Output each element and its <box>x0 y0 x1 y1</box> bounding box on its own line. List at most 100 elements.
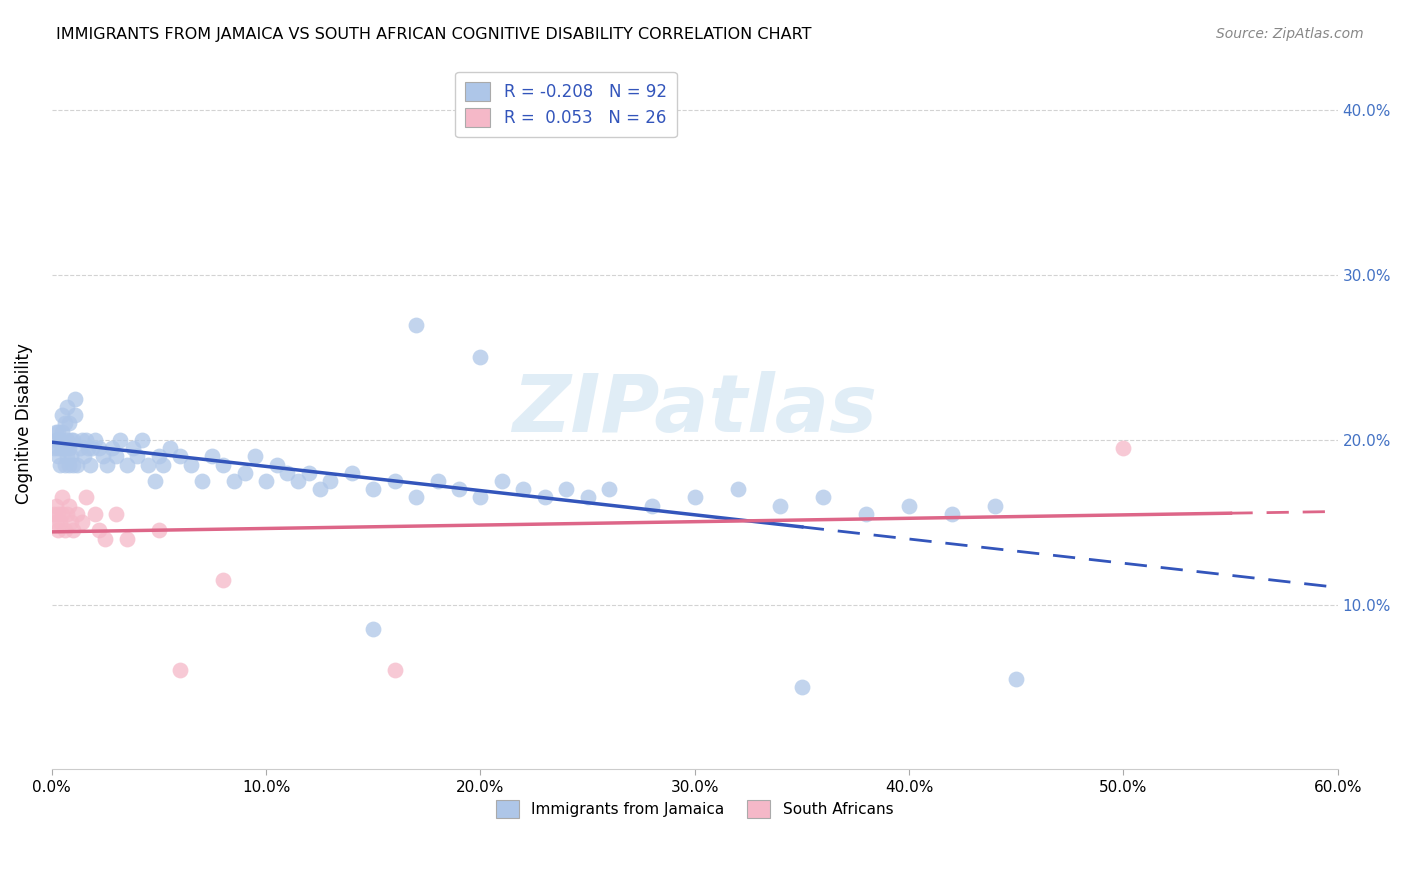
Point <box>62 524 84 538</box>
Point <box>83 433 105 447</box>
Point <box>53 417 76 431</box>
Point <box>470 491 492 505</box>
Point <box>790 680 813 694</box>
Point <box>73 450 96 464</box>
Point <box>46 425 69 439</box>
Point <box>77 441 100 455</box>
Point <box>361 622 384 636</box>
Point <box>941 507 963 521</box>
Point <box>49 458 72 472</box>
Point <box>58 458 80 472</box>
Point <box>384 664 406 678</box>
Point <box>70 433 93 447</box>
Point <box>1005 672 1028 686</box>
Point <box>983 499 1005 513</box>
Point <box>201 450 224 464</box>
Point <box>143 474 166 488</box>
Point <box>131 433 153 447</box>
Point <box>105 507 128 521</box>
Point <box>53 441 76 455</box>
Text: Source: ZipAtlas.com: Source: ZipAtlas.com <box>1216 27 1364 41</box>
Point <box>79 458 101 472</box>
Point <box>384 474 406 488</box>
Point <box>555 483 578 497</box>
Point <box>66 458 89 472</box>
Point <box>426 474 449 488</box>
Point <box>96 458 118 472</box>
Point <box>100 441 122 455</box>
Point <box>276 466 298 480</box>
Text: IMMIGRANTS FROM JAMAICA VS SOUTH AFRICAN COGNITIVE DISABILITY CORRELATION CHART: IMMIGRANTS FROM JAMAICA VS SOUTH AFRICAN… <box>56 27 811 42</box>
Point <box>46 450 69 464</box>
Point <box>212 573 235 587</box>
Point <box>83 507 105 521</box>
Point <box>82 441 104 455</box>
Point <box>152 458 174 472</box>
Point <box>169 664 191 678</box>
Point <box>340 466 363 480</box>
Point <box>55 433 77 447</box>
Point <box>62 433 84 447</box>
Point <box>45 433 67 447</box>
Point <box>769 499 792 513</box>
Point <box>222 474 245 488</box>
Point <box>245 450 267 464</box>
Point <box>66 507 89 521</box>
Point <box>69 441 91 455</box>
Point <box>60 450 83 464</box>
Point <box>115 458 138 472</box>
Point <box>361 483 384 497</box>
Point <box>308 483 330 497</box>
Point <box>512 483 534 497</box>
Point <box>75 433 97 447</box>
Point <box>491 474 513 488</box>
Point <box>53 524 76 538</box>
Y-axis label: Cognitive Disability: Cognitive Disability <box>15 343 32 504</box>
Point <box>405 491 427 505</box>
Point <box>51 491 73 505</box>
Point <box>191 474 214 488</box>
Point <box>148 524 170 538</box>
Point <box>127 450 149 464</box>
Point <box>94 532 117 546</box>
Point <box>65 392 87 406</box>
Point <box>87 524 110 538</box>
Point <box>51 507 73 521</box>
Point <box>65 408 87 422</box>
Point <box>898 499 921 513</box>
Point <box>233 466 256 480</box>
Point <box>62 458 84 472</box>
Point <box>169 450 191 464</box>
Point <box>641 499 664 513</box>
Point <box>51 425 73 439</box>
Point <box>53 458 76 472</box>
Point <box>60 433 83 447</box>
Point <box>405 318 427 332</box>
Point <box>447 483 470 497</box>
Point <box>576 491 599 505</box>
Point <box>136 458 159 472</box>
Point <box>58 441 80 455</box>
Point <box>51 441 73 455</box>
Point <box>46 524 69 538</box>
Point <box>266 458 288 472</box>
Point <box>683 491 706 505</box>
Point <box>75 491 97 505</box>
Point <box>58 417 80 431</box>
Point <box>212 458 235 472</box>
Point <box>319 474 342 488</box>
Point <box>45 425 67 439</box>
Text: ZIPatlas: ZIPatlas <box>512 370 877 449</box>
Point <box>105 450 128 464</box>
Point <box>180 458 202 472</box>
Point <box>298 466 321 480</box>
Point <box>55 507 77 521</box>
Point <box>51 408 73 422</box>
Point <box>60 515 83 529</box>
Point <box>42 441 65 455</box>
Point <box>45 515 67 529</box>
Point <box>46 507 69 521</box>
Point <box>598 483 620 497</box>
Point <box>45 499 67 513</box>
Point <box>55 450 77 464</box>
